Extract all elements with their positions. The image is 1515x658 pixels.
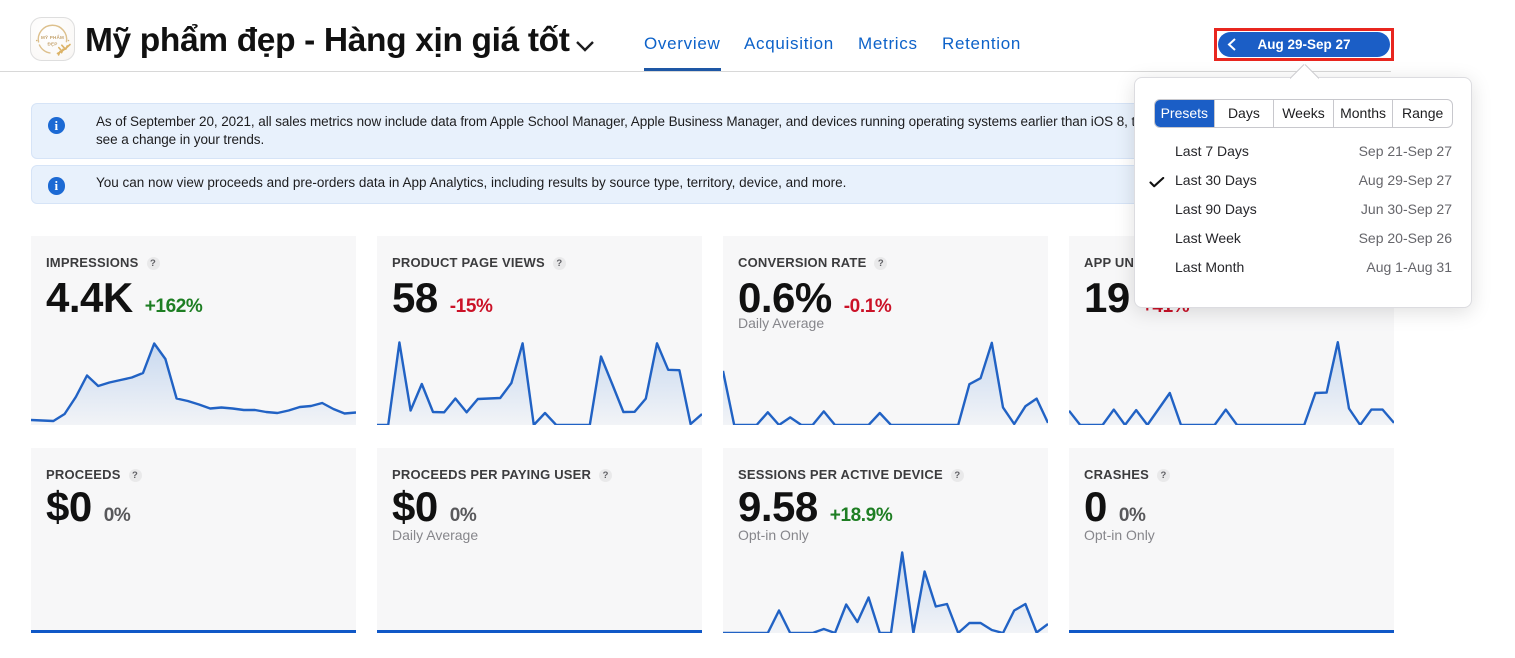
svg-text:ĐẸP: ĐẸP: [47, 42, 57, 47]
svg-text:MỸ PHẨM: MỸ PHẨM: [41, 34, 64, 40]
